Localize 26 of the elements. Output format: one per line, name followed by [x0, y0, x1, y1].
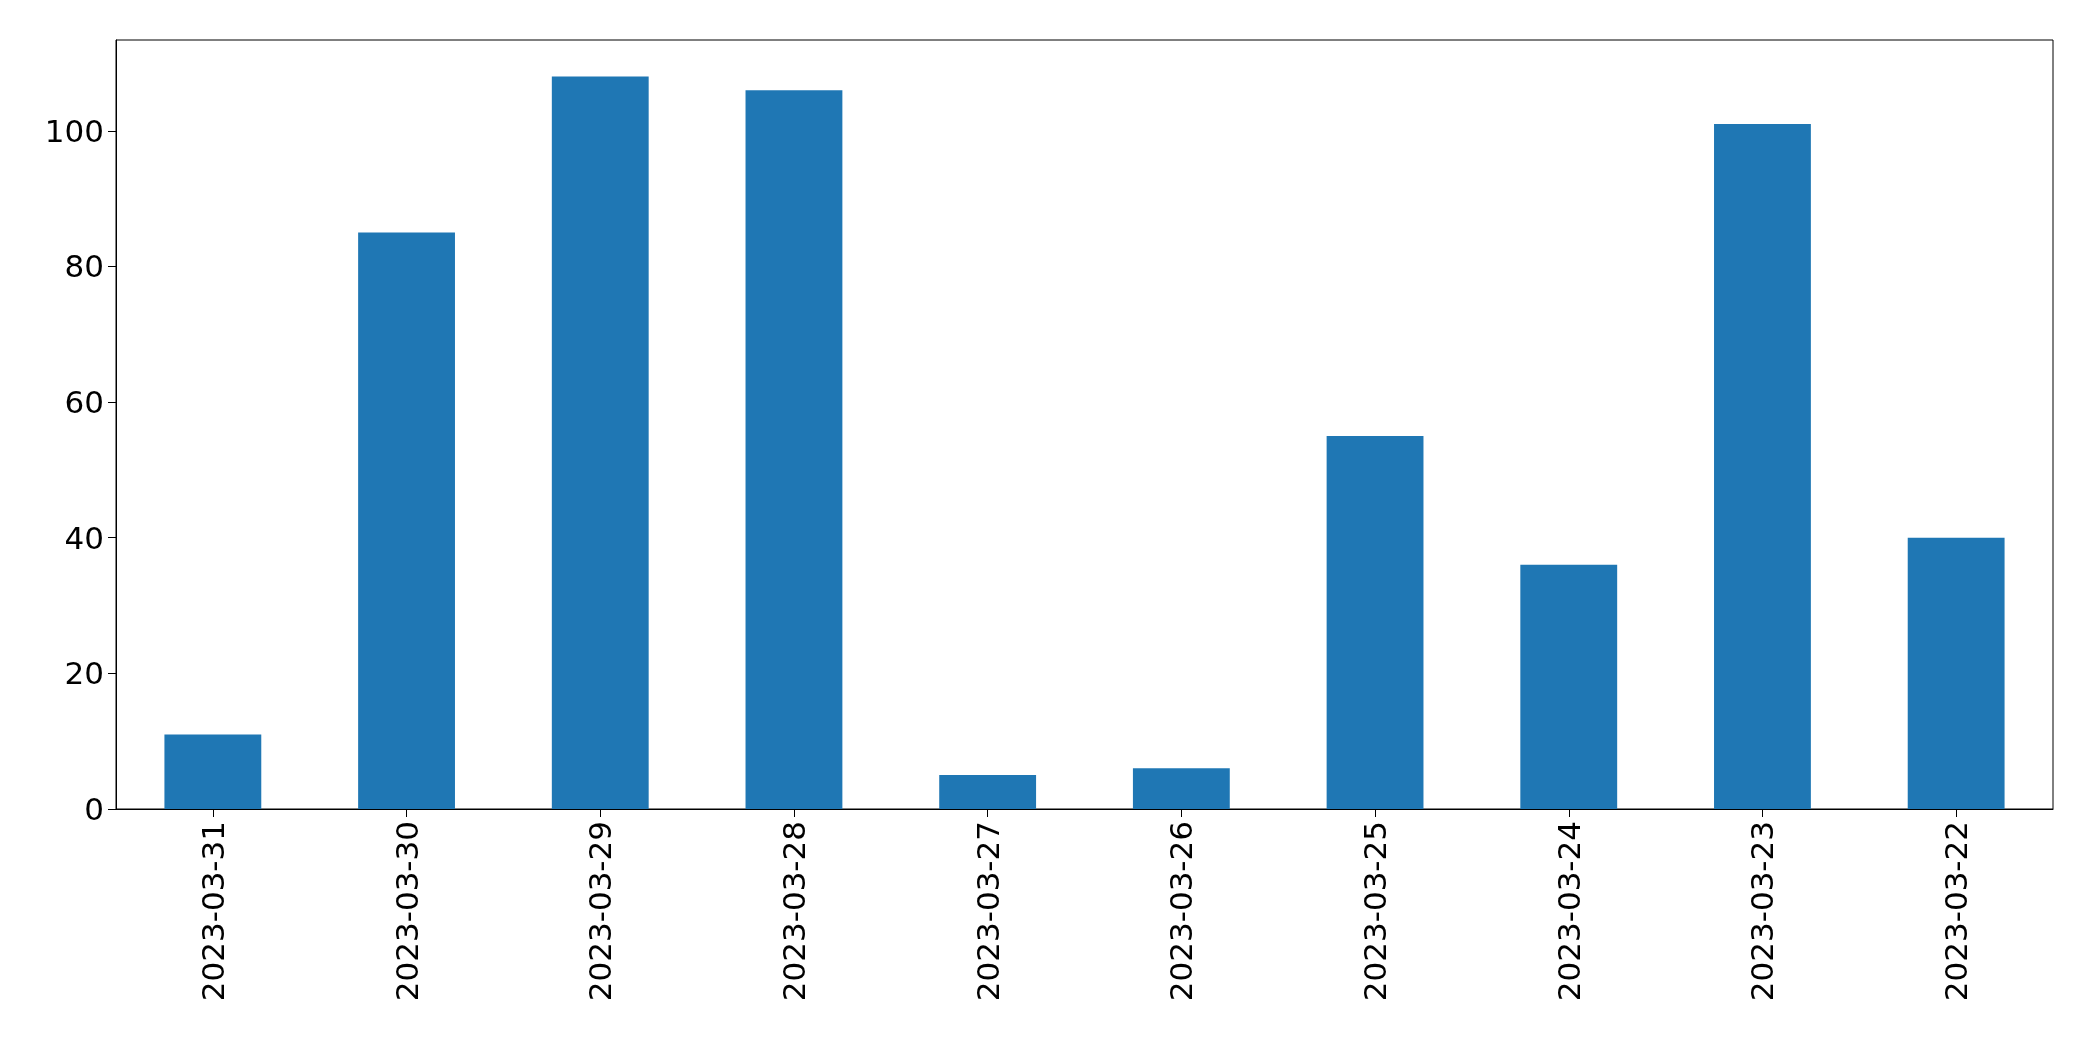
bar	[164, 734, 262, 809]
y-tick-label: 60	[64, 384, 104, 421]
x-tick-label: 2023-03-30	[388, 821, 425, 1002]
y-tick-label: 0	[84, 791, 104, 827]
x-tick-label: 2023-03-27	[969, 821, 1006, 1002]
bar	[358, 232, 455, 809]
x-tick-label: 2023-03-31	[194, 821, 231, 1002]
x-tick-label: 2023-03-24	[1550, 821, 1587, 1002]
y-tick-label: 80	[64, 248, 104, 285]
x-tick-label: 2023-03-28	[775, 821, 812, 1002]
bar	[551, 76, 649, 809]
y-tick-label: 40	[64, 519, 104, 556]
x-tick-label: 2023-03-25	[1357, 821, 1394, 1002]
bar	[1326, 436, 1424, 809]
bar	[939, 775, 1037, 809]
bar	[1907, 537, 2005, 809]
bar	[1132, 768, 1230, 809]
x-tick-label: 2023-03-23	[1744, 821, 1781, 1002]
bar	[745, 90, 843, 809]
x-tick-label: 2023-03-26	[1163, 821, 1200, 1002]
x-tick-label: 2023-03-22	[1938, 821, 1975, 1002]
y-tick-label: 20	[64, 655, 104, 692]
y-tick-label: 100	[44, 112, 104, 149]
bar	[1520, 564, 1618, 809]
x-tick-label: 2023-03-29	[582, 821, 619, 1002]
bar	[1714, 124, 1811, 809]
